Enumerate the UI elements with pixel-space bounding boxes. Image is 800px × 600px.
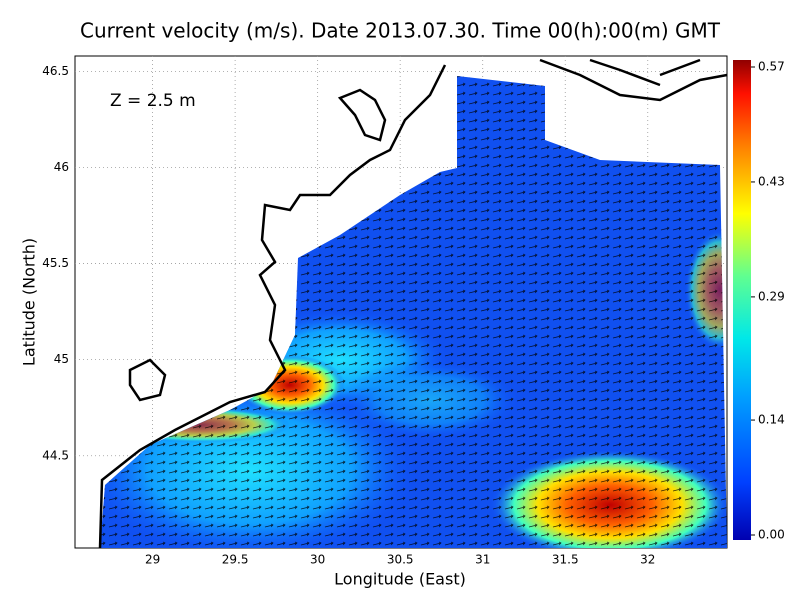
y-tick-label: 46.5 xyxy=(42,64,69,78)
x-tick-label: 29.5 xyxy=(222,553,249,567)
y-axis-label: Latitude (North) xyxy=(20,238,39,366)
x-tick-label: 32 xyxy=(640,553,655,567)
y-tick-label: 44.5 xyxy=(42,448,69,462)
x-tick-label: 30.5 xyxy=(387,553,414,567)
y-tick-label: 45 xyxy=(54,352,69,366)
colorbar-tick-label: 0.43 xyxy=(758,174,785,188)
y-tick-label: 46 xyxy=(54,160,69,174)
colorbar-tick-label: 0.14 xyxy=(758,413,785,427)
x-tick-label: 29 xyxy=(145,553,160,567)
colorbar-tick-label: 0.00 xyxy=(758,528,785,542)
colorbar-tick-label: 0.57 xyxy=(758,60,785,74)
x-tick-label: 31.5 xyxy=(552,553,579,567)
depth-annotation: Z = 2.5 m xyxy=(110,91,196,111)
x-axis-label: Longitude (East) xyxy=(334,570,466,589)
x-tick-label: 30 xyxy=(310,553,325,567)
colorbar xyxy=(733,60,751,540)
coastline xyxy=(98,58,728,549)
y-tick-label: 45.5 xyxy=(42,256,69,270)
colorbar-tick-label: 0.29 xyxy=(758,289,785,303)
x-tick-label: 31 xyxy=(475,553,490,567)
chart-title: Current velocity (m/s). Date 2013.07.30.… xyxy=(80,19,721,43)
